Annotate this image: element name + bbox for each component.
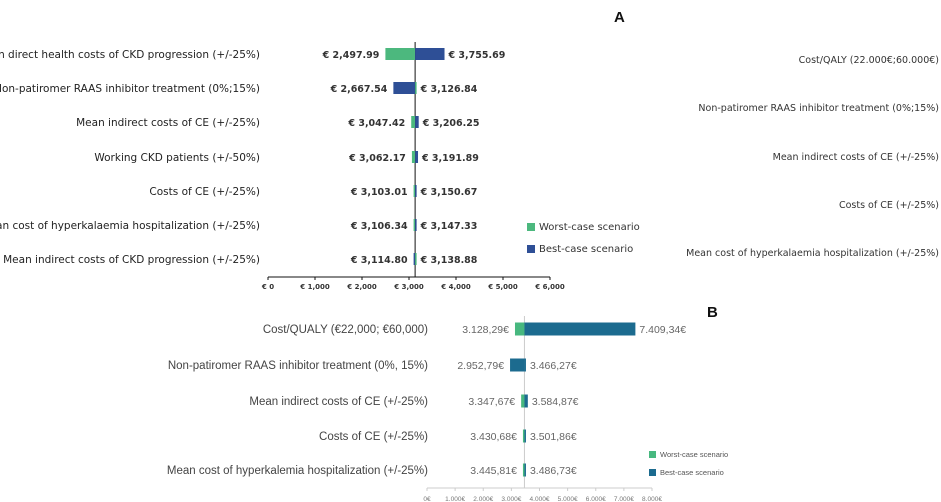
- side-labels: Cost/QALY (22.000€;60.000€) Non-patiromer…: [686, 55, 939, 259]
- value-label-high: € 3,138.88: [420, 255, 478, 266]
- value-label-low: € 3,106.34: [350, 221, 408, 232]
- x-tick-label: € 4,000: [440, 283, 471, 291]
- bar-low: [413, 253, 416, 265]
- category-label: Non-patiromer RAAS inhibitor treatment (…: [168, 360, 428, 372]
- value-label-high: € 3,191.89: [421, 153, 479, 164]
- value-label-low: 3.347,67€: [468, 396, 515, 408]
- bar-low: [514, 322, 525, 336]
- value-label-low: € 2,667.54: [330, 84, 388, 95]
- category-label: Costs of CE (+/-25%): [319, 431, 428, 443]
- category-label: Non-patiromer RAAS inhibitor treatment (…: [0, 83, 260, 95]
- x-tick-label: € 5,000: [487, 283, 518, 291]
- x-tick-label: 2.000€: [473, 496, 493, 502]
- category-label: Mean indirect costs of CE (+/-25%): [249, 396, 428, 408]
- x-tick-label: 4.000€: [530, 496, 550, 502]
- bar-high: [524, 394, 528, 408]
- panel-title: B: [707, 304, 718, 321]
- category-label: Mean direct health costs of CKD progress…: [0, 49, 260, 61]
- chart-a: A € 0 € 1,000 € 2,000 € 3,000 € 4,000 € 5,000 €…: [0, 9, 640, 291]
- bar-low: [413, 185, 416, 197]
- value-label-low: € 3,062.17: [348, 153, 406, 164]
- bar-high: [415, 185, 417, 197]
- category-label: Mean indirect costs of CE (+/-25%): [76, 117, 260, 129]
- legend-swatch: [527, 245, 535, 253]
- legend-label: Best-case scenario: [539, 244, 633, 255]
- legend-label: Worst-case scenario: [660, 450, 728, 459]
- legend-swatch: [649, 469, 656, 476]
- value-label-high: € 3,147.33: [420, 221, 478, 232]
- value-label-low: € 3,114.80: [350, 255, 408, 266]
- side-category-label: Non-patiromer RAAS inhibitor treatment (…: [698, 103, 939, 114]
- x-tick-label: 6.000€: [586, 496, 606, 502]
- x-tick-label: € 3,000: [393, 283, 424, 291]
- legend-swatch: [649, 451, 656, 458]
- bar-low: [393, 82, 416, 94]
- value-label-high: € 3,206.25: [422, 118, 480, 129]
- x-tick-label: 7.000€: [614, 496, 634, 502]
- legend-label: Best-case scenario: [660, 468, 724, 477]
- value-label-low: € 3,103.01: [350, 187, 408, 198]
- value-label-low: 3.430,68€: [470, 431, 517, 443]
- bar-high: [524, 358, 526, 372]
- value-label-low: 3.445,81€: [470, 465, 517, 477]
- value-label-high: 3.501,86€: [530, 431, 577, 443]
- value-label-high: 7.409,34€: [639, 324, 686, 336]
- bar-high: [415, 116, 419, 128]
- category-label: Mean cost of hyperkalaemia hospitalizati…: [0, 220, 260, 232]
- legend-swatch: [527, 223, 535, 231]
- value-label-high: € 3,755.69: [448, 50, 506, 61]
- bar-high: [415, 151, 419, 163]
- x-tick-label: 0€: [423, 496, 431, 502]
- bar-high: [524, 429, 526, 443]
- bar-low: [522, 463, 525, 477]
- category-label: Costs of CE (+/-25%): [149, 186, 260, 198]
- value-label-high: € 3,126.84: [420, 84, 478, 95]
- value-label-low: € 3,047.42: [347, 118, 405, 129]
- bar-high: [415, 219, 417, 231]
- bar-low: [411, 116, 416, 128]
- x-tick-label: 3.000€: [501, 496, 521, 502]
- bar-high: [524, 322, 636, 336]
- value-label-high: 3.584,87€: [532, 396, 579, 408]
- category-label: Working CKD patients (+/-50%): [94, 152, 260, 164]
- side-category-label: Mean cost of hyperkalaemia hospitalizati…: [686, 248, 939, 259]
- bar-low: [510, 358, 525, 372]
- bar-low: [413, 219, 416, 231]
- bar-low: [522, 429, 525, 443]
- x-tick-label: 1.000€: [445, 496, 465, 502]
- x-tick-label: € 6,000: [534, 283, 565, 291]
- x-tick-label: € 0: [261, 283, 274, 291]
- bar-high: [415, 253, 417, 265]
- bar-high: [524, 463, 526, 477]
- bar-low: [385, 48, 416, 60]
- category-label: Cost/QUALY (€22,000; €60,000): [263, 324, 428, 336]
- side-category-label: Mean indirect costs of CE (+/-25%): [773, 152, 939, 163]
- bar-high: [415, 82, 417, 94]
- category-label: Mean indirect costs of CKD progression (…: [3, 254, 260, 266]
- bar-low: [521, 394, 525, 408]
- value-label-low: 3.128,29€: [462, 324, 509, 336]
- value-label-low: € 2,497.99: [322, 50, 380, 61]
- legend-label: Worst-case scenario: [539, 222, 640, 233]
- x-tick-label: € 2,000: [346, 283, 377, 291]
- bar-low: [411, 151, 416, 163]
- x-tick-label: 5.000€: [558, 496, 578, 502]
- value-label-high: € 3,150.67: [420, 187, 478, 198]
- x-tick-label: € 1,000: [299, 283, 330, 291]
- panel-title: A: [614, 9, 625, 26]
- value-label-high: 3.466,27€: [530, 360, 577, 372]
- category-label: Mean cost of hyperkalemia hospitalizatio…: [167, 465, 428, 477]
- chart-b: B 0€ 1.000€ 2.000€ 3.000€ 4.000€ 5.000€ 6.000€ 7…: [167, 304, 728, 502]
- bar-high: [415, 48, 445, 60]
- side-category-label: Costs of CE (+/-25%): [839, 200, 939, 211]
- value-label-high: 3.486,73€: [530, 465, 577, 477]
- side-category-label: Cost/QALY (22.000€;60.000€): [799, 55, 939, 66]
- value-label-low: 2.952,79€: [457, 360, 504, 372]
- x-tick-label: 8.000€: [642, 496, 662, 502]
